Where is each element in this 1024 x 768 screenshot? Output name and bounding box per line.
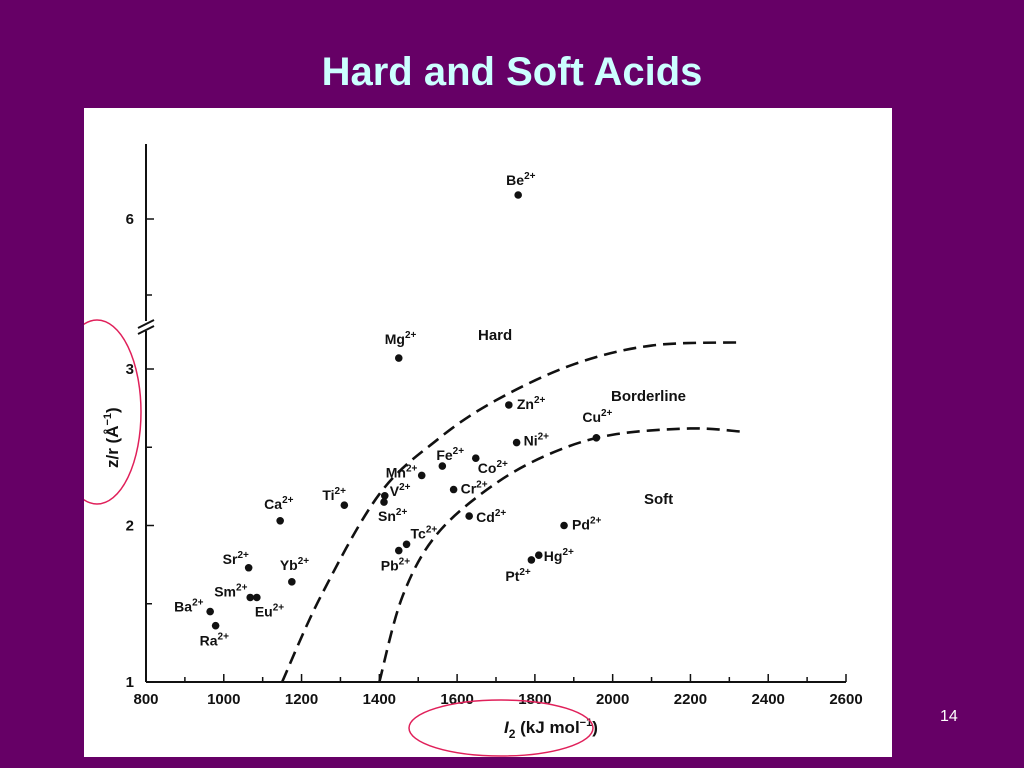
ion-label-pt: Pt2+ — [505, 567, 531, 584]
ion-label-hg: Hg2+ — [544, 547, 574, 564]
data-point-pd — [560, 521, 568, 530]
data-point-zn — [505, 401, 513, 409]
y-tick-label: 2 — [126, 518, 134, 535]
data-point-co — [471, 454, 480, 463]
ion-label-cd: Cd2+ — [476, 508, 506, 525]
region-label-borderline: Borderline — [611, 388, 686, 405]
data-point-tc — [402, 540, 411, 549]
data-point-pb — [394, 546, 403, 555]
ion-label-cr: Cr2+ — [461, 480, 488, 497]
boundary-curve-borderline-soft — [378, 427, 742, 683]
ion-label-fe: Fe2+ — [436, 446, 464, 463]
data-point-eu — [253, 593, 261, 602]
data-point-cd — [465, 512, 473, 520]
region-label-hard: Hard — [478, 327, 512, 344]
x-tick-label: 2000 — [596, 691, 629, 708]
ion-label-sr: Sr2+ — [223, 550, 249, 567]
y-tick-label: 3 — [126, 361, 134, 378]
x-tick-label: 1200 — [285, 691, 318, 708]
x-tick-label: 1400 — [363, 691, 396, 708]
y-axis-label-close: ) — [103, 407, 122, 413]
data-point-ca — [276, 517, 284, 525]
data-point-cu — [592, 434, 601, 442]
ion-label-eu: Eu2+ — [255, 602, 284, 619]
data-point-hg — [534, 551, 543, 560]
ion-label-ni: Ni2+ — [524, 432, 550, 449]
data-point-fe — [438, 462, 447, 470]
data-point-mg — [394, 354, 403, 362]
x-tick-label: 1800 — [518, 691, 551, 708]
y-tick-label: 1 — [126, 674, 134, 691]
y-axis-label-main: z/r (Å — [103, 426, 122, 469]
x-axis-label-close: ) — [592, 718, 598, 737]
slide-title: Hard and Soft Acids — [321, 50, 703, 94]
y-axis-label: z/r (Å−1) — [102, 407, 122, 468]
ion-labels: Be2+ Mg2+ Ca2+ Sr2+ Ba2+ Ra2+ Sm2+ Eu2+ Yb2+ Ti2+… — [174, 171, 612, 649]
ion-label-pb: Pb2+ — [381, 557, 410, 574]
axes: 800 1000 1200 1400 1600 1800 2000 2200 2400 2600 1… — [126, 144, 863, 708]
data-point-sr — [244, 563, 253, 572]
x-axis-label: I2 (kJ mol−1) — [504, 717, 598, 741]
ion-label-ti: Ti2+ — [322, 486, 346, 503]
ion-label-pd: Pd2+ — [572, 516, 601, 533]
ion-label-sm: Sm2+ — [214, 582, 247, 599]
y-axis-label-exp: −1 — [102, 413, 114, 426]
ion-label-tc: Tc2+ — [411, 524, 438, 541]
y-axis-break-mark — [137, 319, 155, 329]
x-axis-label-symbol: I — [504, 718, 510, 737]
ion-label-be: Be2+ — [506, 171, 535, 188]
highlight-ring-x-axis — [408, 699, 594, 757]
x-axis-label-sub: 2 — [509, 727, 516, 741]
data-point-ba — [206, 607, 214, 616]
highlight-ring-y-axis — [84, 319, 142, 505]
data-point-be — [514, 191, 522, 199]
data-point-ti — [340, 501, 349, 509]
x-axis-label-exp: −1 — [580, 717, 593, 729]
x-tick-label: 800 — [133, 691, 158, 708]
x-axis-label-unit: (kJ mol — [515, 718, 579, 737]
data-point-sn — [380, 498, 388, 506]
y-axis-break-mark — [137, 325, 155, 335]
data-point-sm — [246, 593, 255, 602]
ion-label-ra: Ra2+ — [200, 632, 229, 649]
data-point-pt — [527, 556, 536, 564]
data-point-mn — [417, 471, 426, 480]
ion-label-v: V2+ — [390, 482, 411, 499]
ion-label-mg: Mg2+ — [385, 330, 417, 347]
ion-label-co: Co2+ — [478, 459, 508, 476]
boundary-curves — [280, 341, 742, 683]
x-tick-label: 1000 — [207, 691, 240, 708]
ion-label-mn: Mn2+ — [386, 463, 418, 480]
page-number: 14 — [940, 708, 958, 725]
y-tick-label: 6 — [126, 211, 134, 228]
data-points — [206, 191, 601, 630]
ion-label-cu: Cu2+ — [582, 408, 612, 425]
data-point-v — [380, 491, 389, 500]
data-point-ni — [512, 438, 521, 447]
region-label-soft: Soft — [644, 491, 673, 508]
data-point-yb — [288, 578, 296, 586]
x-tick-label: 2600 — [829, 691, 862, 708]
ion-label-zn: Zn2+ — [517, 395, 546, 412]
ion-label-sn: Sn2+ — [378, 507, 407, 524]
boundary-curve-hard-borderline — [280, 341, 742, 683]
figure-panel: 800 1000 1200 1400 1600 1800 2000 2200 2400 2600 1… — [84, 108, 892, 757]
x-tick-label: 1600 — [440, 691, 473, 708]
ion-label-ba: Ba2+ — [174, 598, 203, 615]
data-point-ra — [211, 621, 220, 630]
x-tick-label: 2400 — [752, 691, 785, 708]
x-tick-label: 2200 — [674, 691, 707, 708]
ion-label-yb: Yb2+ — [280, 556, 309, 573]
data-point-cr — [449, 485, 458, 494]
ion-label-ca: Ca2+ — [264, 495, 293, 512]
scatter-chart: 800 1000 1200 1400 1600 1800 2000 2200 2400 2600 1… — [84, 144, 863, 757]
